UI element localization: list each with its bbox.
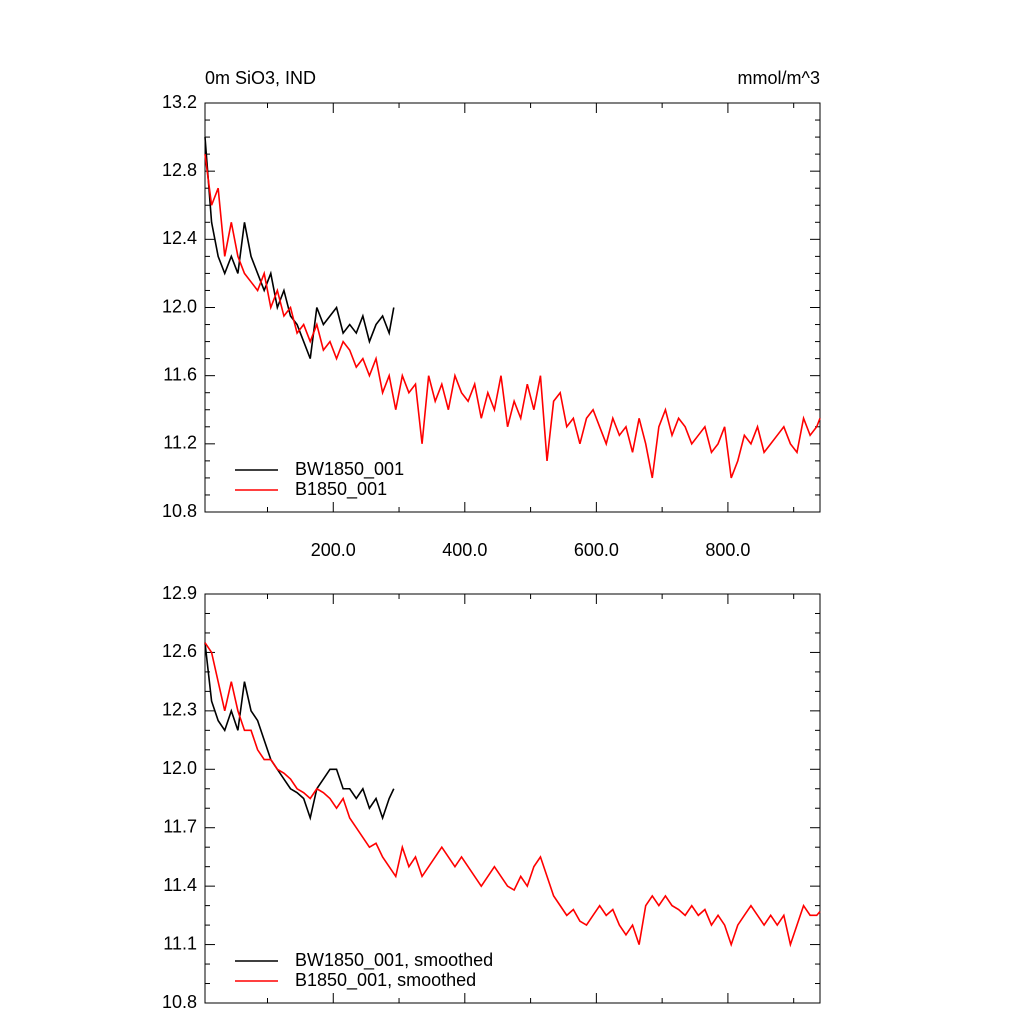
y-tick-label: 11.1 bbox=[163, 933, 197, 953]
legend-label: BW1850_001, smoothed bbox=[295, 950, 493, 971]
legend-label: B1850_001 bbox=[295, 479, 387, 500]
y-tick-label: 12.3 bbox=[162, 700, 197, 720]
y-tick-label: 10.8 bbox=[162, 992, 197, 1012]
y-tick-label: 12.8 bbox=[162, 160, 197, 180]
series-line bbox=[204, 642, 395, 821]
series-line bbox=[204, 154, 821, 479]
y-tick-label: 12.9 bbox=[162, 583, 197, 603]
units-label: mmol/m^3 bbox=[738, 68, 820, 88]
plot-frame bbox=[204, 593, 821, 1004]
series-line bbox=[204, 642, 821, 948]
legend-label: B1850_001, smoothed bbox=[295, 970, 476, 991]
y-tick-label: 12.6 bbox=[162, 641, 197, 661]
y-tick-label: 11.6 bbox=[163, 364, 197, 384]
legend-label: BW1850_001 bbox=[295, 459, 404, 480]
x-tick-label: 600.0 bbox=[574, 540, 619, 560]
series-line bbox=[204, 137, 395, 359]
y-tick-label: 13.2 bbox=[162, 92, 197, 112]
y-tick-label: 11.2 bbox=[163, 433, 197, 453]
y-tick-label: 11.4 bbox=[163, 875, 197, 895]
chart-title: 0m SiO3, IND bbox=[205, 68, 316, 88]
x-tick-label: 400.0 bbox=[442, 540, 487, 560]
y-tick-label: 12.0 bbox=[162, 296, 197, 316]
x-tick-label: 800.0 bbox=[705, 540, 750, 560]
y-tick-label: 11.7 bbox=[163, 816, 197, 836]
y-tick-label: 12.4 bbox=[162, 228, 197, 248]
y-tick-label: 12.0 bbox=[162, 758, 197, 778]
y-tick-label: 10.8 bbox=[162, 501, 197, 521]
x-tick-label: 200.0 bbox=[311, 540, 356, 560]
